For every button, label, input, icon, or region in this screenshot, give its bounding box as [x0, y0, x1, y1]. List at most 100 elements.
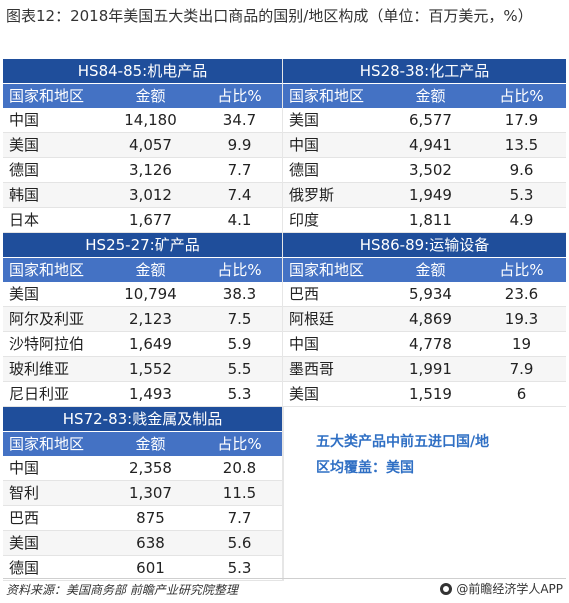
- column-header-country: 国家和地区: [289, 87, 365, 105]
- cell-country: 阿尔及利亚: [9, 310, 85, 328]
- cell-amount: 6,577: [409, 111, 452, 129]
- cell-share: 6: [516, 385, 527, 403]
- table-row-pair-2: HS25-27:矿产品 国家和地区 金额 占比% 美国 10,794 38.3 阿尔及利亚 2,…: [3, 233, 566, 407]
- cell-share: 38.3: [222, 285, 257, 303]
- cell-amount: 4,778: [409, 335, 452, 353]
- category-header: HS84-85:机电产品: [3, 59, 282, 84]
- cell-country: 中国: [289, 136, 320, 154]
- table-row: 阿尔及利亚 2,123 7.5: [3, 307, 282, 332]
- column-header-share: 占比%: [499, 261, 544, 279]
- cell-share: 19.3: [504, 310, 539, 328]
- column-header-share: 占比%: [217, 435, 262, 453]
- table-row: 中国 4,941 13.5: [283, 133, 566, 158]
- table-block: HS86-89:运输设备 国家和地区 金额 占比% 巴西 5,934 23.6 阿根廷 4,86…: [283, 233, 566, 407]
- cell-share: 5.6: [227, 534, 252, 552]
- brand-text: @前瞻经济学人APP: [456, 582, 563, 596]
- source-text: 资料来源：美国商务部 前瞻产业研究院整理: [6, 583, 238, 597]
- cell-share: 13.5: [504, 136, 539, 154]
- cell-amount: 1,949: [409, 186, 452, 204]
- cell-amount: 2,358: [129, 459, 172, 477]
- cell-country: 智利: [9, 484, 40, 502]
- column-header-row: 国家和地区 金额 占比%: [3, 84, 282, 108]
- column-header-row: 国家和地区 金额 占比%: [3, 258, 282, 282]
- table-row: 美国 4,057 9.9: [3, 133, 282, 158]
- cell-country: 阿根廷: [289, 310, 335, 328]
- table-row: 中国 4,778 19: [283, 332, 566, 357]
- cell-amount: 875: [136, 509, 165, 527]
- cell-share: 7.7: [227, 509, 252, 527]
- cell-share: 11.5: [222, 484, 257, 502]
- cell-share: 20.8: [222, 459, 257, 477]
- cell-amount: 1,991: [409, 360, 452, 378]
- column-header-country: 国家和地区: [9, 261, 85, 279]
- cell-country: 德国: [289, 161, 320, 179]
- cell-share: 4.1: [227, 211, 252, 229]
- table-block: HS72-83:贱金属及制品 国家和地区 金额 占比% 中国 2,358 20.8 智利 1,3…: [3, 407, 283, 581]
- table-row-pair-1: HS84-85:机电产品 国家和地区 金额 占比% 中国 14,180 34.7 美国 4,05…: [3, 59, 566, 233]
- column-header-amount: 金额: [135, 435, 166, 453]
- cell-country: 俄罗斯: [289, 186, 335, 204]
- table-row: 印度 1,811 4.9: [283, 208, 566, 233]
- cell-share: 5.3: [227, 559, 252, 577]
- cell-country: 美国: [9, 534, 40, 552]
- table-row: 德国 3,126 7.7: [3, 158, 282, 183]
- cell-amount: 1,677: [129, 211, 172, 229]
- table-row: 阿根廷 4,869 19.3: [283, 307, 566, 332]
- cell-amount: 3,126: [129, 161, 172, 179]
- column-header-share: 占比%: [499, 87, 544, 105]
- column-header-row: 国家和地区 金额 占比%: [283, 258, 566, 282]
- cell-country: 巴西: [9, 509, 40, 527]
- column-header-row: 国家和地区 金额 占比%: [3, 432, 282, 456]
- cell-country: 美国: [9, 136, 40, 154]
- summary-note-line: 区均覆盖：美国: [316, 460, 414, 476]
- brand-logo-icon: [440, 582, 453, 595]
- cell-amount: 14,180: [124, 111, 177, 129]
- chart-title: 图表12：2018年美国五大类出口商品的国别/地区构成（单位：百万美元，%）: [6, 7, 533, 25]
- cell-share: 9.9: [227, 136, 252, 154]
- cell-amount: 3,502: [409, 161, 452, 179]
- tables-grid: HS84-85:机电产品 国家和地区 金额 占比% 中国 14,180 34.7 美国 4,05…: [3, 59, 566, 581]
- cell-share: 5.3: [227, 385, 252, 403]
- brand-label: @前瞻经济学人APP: [440, 580, 563, 597]
- table-row: 巴西 875 7.7: [3, 506, 282, 531]
- category-header: HS72-83:贱金属及制品: [3, 407, 282, 432]
- category-header: HS28-38:化工产品: [283, 59, 566, 84]
- cell-amount: 4,057: [129, 136, 172, 154]
- table-block: HS28-38:化工产品 国家和地区 金额 占比% 美国 6,577 17.9 中国 4,941…: [283, 59, 566, 233]
- column-header-country: 国家和地区: [9, 435, 85, 453]
- cell-country: 中国: [9, 111, 40, 129]
- table-row: 巴西 5,934 23.6: [283, 282, 566, 307]
- cell-amount: 2,123: [129, 310, 172, 328]
- cell-country: 美国: [289, 111, 320, 129]
- cell-amount: 10,794: [124, 285, 177, 303]
- cell-share: 5.9: [227, 335, 252, 353]
- cell-amount: 5,934: [409, 285, 452, 303]
- cell-share: 23.6: [504, 285, 539, 303]
- table-row: 美国 10,794 38.3: [3, 282, 282, 307]
- column-header-amount: 金额: [135, 261, 166, 279]
- cell-amount: 638: [136, 534, 165, 552]
- cell-country: 印度: [289, 211, 320, 229]
- table-row: 日本 1,677 4.1: [3, 208, 282, 233]
- table-row: 俄罗斯 1,949 5.3: [283, 183, 566, 208]
- table-row: 尼日利亚 1,493 5.3: [3, 382, 282, 407]
- cell-country: 巴西: [289, 285, 320, 303]
- cell-share: 4.9: [509, 211, 534, 229]
- cell-share: 34.7: [222, 111, 257, 129]
- cell-share: 7.4: [227, 186, 252, 204]
- cell-country: 玻利维亚: [9, 360, 70, 378]
- cell-share: 7.5: [227, 310, 252, 328]
- table-row: 墨西哥 1,991 7.9: [283, 357, 566, 382]
- table-row: 韩国 3,012 7.4: [3, 183, 282, 208]
- cell-amount: 1,649: [129, 335, 172, 353]
- table-row: 德国 601 5.3: [3, 556, 282, 581]
- column-header-amount: 金额: [135, 87, 166, 105]
- cell-amount: 1,519: [409, 385, 452, 403]
- cell-share: 7.7: [227, 161, 252, 179]
- cell-amount: 1,307: [129, 484, 172, 502]
- table-row: 美国 638 5.6: [3, 531, 282, 556]
- cell-country: 沙特阿拉伯: [9, 335, 85, 353]
- table-row: 中国 14,180 34.7: [3, 108, 282, 133]
- cell-country: 美国: [9, 285, 40, 303]
- cell-country: 日本: [9, 211, 40, 229]
